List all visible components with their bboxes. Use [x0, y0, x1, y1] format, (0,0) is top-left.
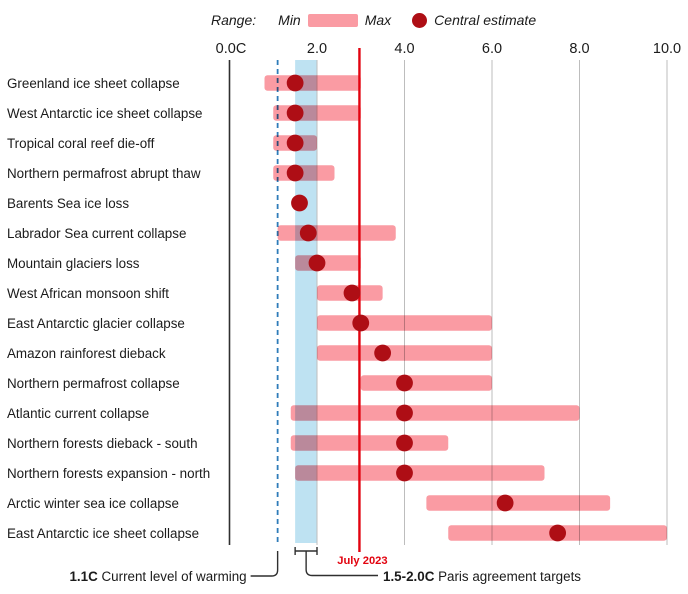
central-estimate-dot: [308, 254, 326, 272]
range-bar: [277, 225, 396, 241]
legend-min-label: Min: [278, 12, 301, 28]
row-label: Northern forests dieback - south: [7, 436, 198, 451]
range-bar: [317, 315, 492, 331]
legend: Range: Min Max Central estimate: [211, 10, 536, 30]
central-estimate-dot: [396, 464, 413, 482]
row-label: East Antarctic ice sheet collapse: [7, 526, 199, 541]
row-label: Barents Sea ice loss: [7, 196, 129, 211]
row-label: West Antarctic ice sheet collapse: [7, 106, 203, 121]
row-label: West African monsoon shift: [7, 286, 169, 301]
central-estimate-dot: [549, 524, 567, 542]
july-2023-label: July 2023: [337, 555, 387, 567]
range-bar: [290, 435, 449, 451]
x-axis-tick-label: 0.0C: [216, 41, 247, 57]
central-estimate-dot: [496, 494, 514, 512]
central-estimate-dot: [286, 104, 304, 122]
current-warming-connector: [250, 551, 279, 577]
range-bar: [290, 405, 580, 421]
range-bar: [264, 75, 361, 91]
central-estimate-dot: [286, 74, 304, 92]
range-bar: [273, 105, 361, 121]
range-bar: [317, 345, 492, 361]
paris-band-connector: [294, 547, 378, 577]
row-label: East Antarctic glacier collapse: [7, 316, 185, 331]
central-estimate-dot: [396, 374, 413, 392]
central-estimate-dot-icon: [412, 12, 428, 28]
row-label: Amazon rainforest dieback: [7, 346, 166, 361]
row-label: Northern permafrost abrupt thaw: [7, 166, 201, 181]
row-label: Atlantic current collapse: [7, 406, 149, 421]
x-axis-tick-label: 6.0: [482, 41, 502, 57]
central-estimate-dot: [286, 134, 304, 152]
range-bar: [360, 375, 492, 391]
central-estimate-dot: [352, 314, 370, 332]
legend-range-label: Range:: [211, 12, 257, 28]
row-label: Arctic winter sea ice collapse: [7, 496, 179, 511]
range-bar: [295, 465, 545, 481]
range-bar: [295, 255, 361, 271]
central-estimate-dot: [343, 284, 361, 302]
row-label: Northern forests expansion - north: [7, 466, 210, 481]
row-label: Mountain glaciers loss: [7, 256, 140, 271]
row-label: Northern permafrost collapse: [7, 376, 180, 391]
range-swatch: [307, 13, 358, 27]
legend-max-label: Max: [364, 12, 392, 28]
paris-band-label: 1.5-2.0C Paris agreement targets: [383, 569, 581, 584]
row-label: Tropical coral reef die-off: [7, 136, 155, 151]
central-estimate-dot: [286, 164, 304, 182]
central-estimate-dot: [374, 344, 392, 362]
central-estimate-dot: [299, 224, 317, 242]
central-estimate-dot: [396, 434, 413, 452]
row-label: Greenland ice sheet collapse: [7, 76, 180, 91]
central-estimate-dot: [291, 194, 308, 212]
x-axis-tick-label: 4.0: [394, 41, 414, 57]
legend-central-label: Central estimate: [434, 12, 537, 28]
row-label: Labrador Sea current collapse: [7, 226, 186, 241]
range-bar: [273, 165, 335, 181]
x-axis-tick-label: 10.0: [653, 41, 681, 57]
central-estimate-dot: [396, 404, 413, 422]
range-bar: [426, 495, 611, 511]
x-axis-tick-label: 8.0: [569, 41, 589, 57]
x-axis-tick-label: 2.0: [307, 41, 327, 57]
current-warming-label: 1.1C Current level of warming: [69, 569, 246, 584]
